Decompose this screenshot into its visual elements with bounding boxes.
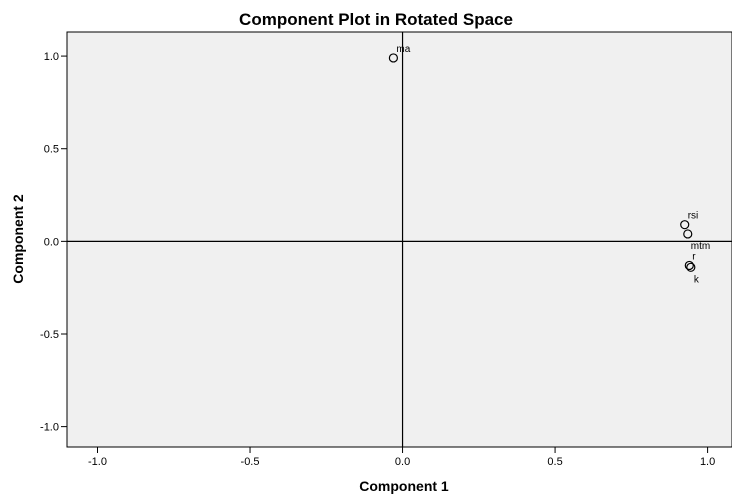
point-k [686,262,696,272]
x-tick-label: 1.0 [700,456,715,468]
x-tick-label: -1.0 [88,456,107,468]
y-tick-label: -1.0 [40,422,59,434]
y-tick-label: -0.5 [40,329,59,341]
x-tick-label: 0.0 [395,456,410,468]
point-label-r: r [692,251,696,262]
y-axis-title: Component 2 [10,194,26,284]
point-rsi [680,220,690,230]
point-r [684,260,694,271]
x-axis-title: Component 1 [359,478,449,494]
x-tick-label: 0.5 [547,456,562,468]
point-label-k: k [694,274,700,285]
point-label-mtm: mtm [691,241,710,252]
y-tick-label: 0.5 [44,144,59,156]
point-label-ma: ma [396,44,410,55]
y-tick-label: 0.0 [44,236,59,248]
plot-area [66,31,732,448]
chart-title: Component Plot in Rotated Space [239,10,513,29]
point-label-rsi: rsi [688,211,699,222]
point-mtm [683,229,693,239]
point-ma [388,53,398,63]
x-tick-label: -0.5 [241,456,260,468]
y-tick-label: 1.0 [44,51,59,63]
